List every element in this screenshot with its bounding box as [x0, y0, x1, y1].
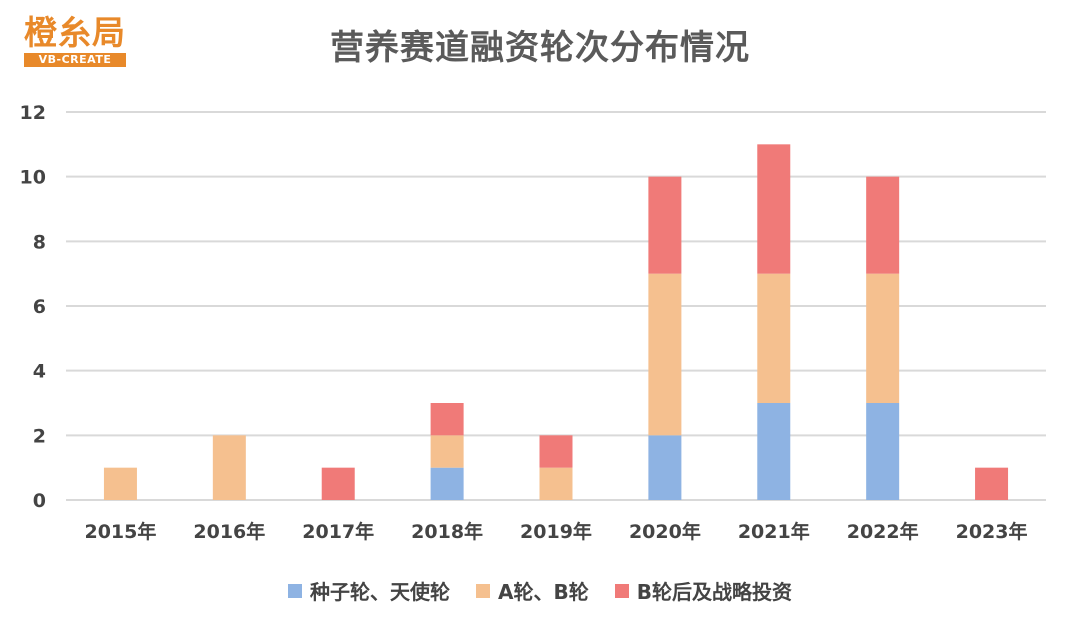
- legend-swatch-late: [614, 583, 629, 598]
- bar-segment: [103, 467, 137, 500]
- bar-segment: [539, 435, 573, 468]
- x-tick-label: 2015年: [84, 520, 156, 543]
- x-tick-label: 2022年: [847, 520, 919, 543]
- x-tick-label: 2023年: [956, 520, 1028, 543]
- legend-label-seed: 种子轮、天使轮: [310, 580, 450, 604]
- legend-item-ab: A轮、B轮: [476, 576, 589, 605]
- y-tick-label: 12: [20, 102, 46, 124]
- y-tick-label: 6: [33, 296, 46, 318]
- bar-segment: [866, 176, 900, 274]
- x-tick-label: 2020年: [629, 520, 701, 543]
- logo-subtext: VB-CREATE: [24, 53, 126, 67]
- brand-logo: 橙糸局 VB-CREATE: [24, 14, 126, 67]
- legend-item-seed: 种子轮、天使轮: [288, 576, 450, 605]
- bar-segment: [539, 467, 573, 500]
- x-tick-label: 2017年: [302, 520, 374, 543]
- bar-segment: [648, 176, 682, 274]
- chart-title: 营养赛道融资轮次分布情况: [330, 28, 750, 68]
- x-tick-label: 2018年: [411, 520, 483, 543]
- y-tick-label: 8: [33, 231, 46, 253]
- y-tick-label: 10: [20, 167, 46, 189]
- x-tick-label: 2021年: [738, 520, 810, 543]
- bar-segment: [866, 273, 900, 403]
- y-tick-label: 0: [33, 490, 46, 512]
- bar-segment: [430, 467, 464, 500]
- bar-segment: [757, 403, 791, 500]
- bar-segment: [975, 467, 1009, 500]
- x-tick-label: 2016年: [193, 520, 265, 543]
- legend-label-late: B轮后及战略投资: [636, 580, 792, 604]
- bar-segment: [648, 273, 682, 436]
- bar-segment: [866, 403, 900, 500]
- bar-segment: [430, 403, 464, 436]
- bar-segment: [757, 273, 791, 403]
- legend: 种子轮、天使轮 A轮、B轮 B轮后及战略投资: [0, 576, 1080, 605]
- bar-segment: [430, 435, 464, 468]
- logo-text: 橙糸局: [24, 13, 126, 52]
- legend-swatch-ab: [476, 583, 490, 598]
- bar-segment: [321, 467, 355, 500]
- legend-swatch-seed: [288, 583, 302, 598]
- y-tick-label: 2: [33, 425, 46, 447]
- x-tick-label: 2019年: [520, 520, 592, 543]
- legend-label-ab: A轮、B轮: [498, 580, 589, 604]
- bar-segment: [757, 144, 791, 274]
- bar-segment: [212, 435, 246, 500]
- legend-item-late: B轮后及战略投资: [614, 576, 792, 605]
- bar-segment: [648, 435, 682, 500]
- y-tick-label: 4: [33, 361, 46, 383]
